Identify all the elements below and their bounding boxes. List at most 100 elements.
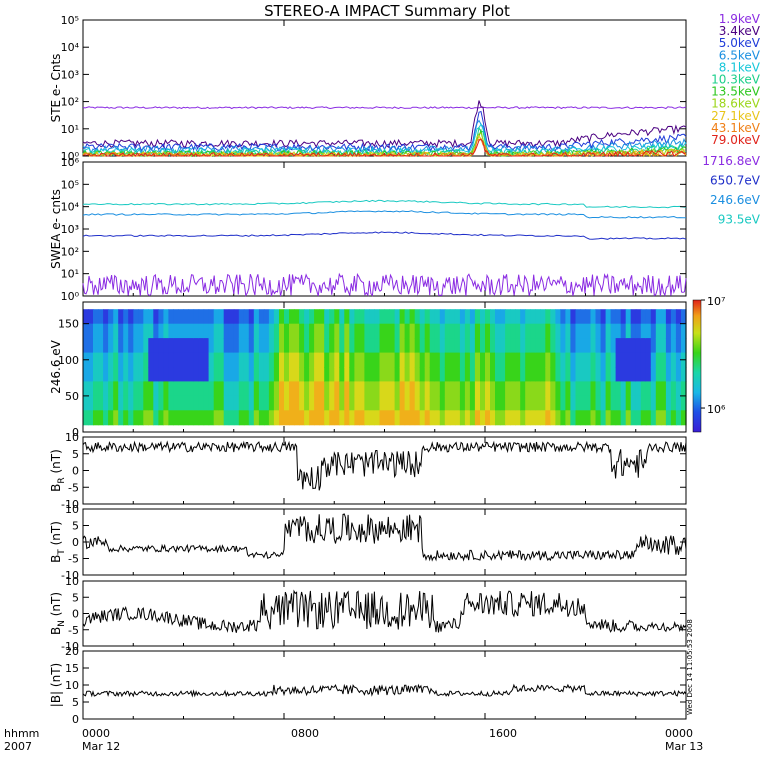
spectro-cell [329,352,335,368]
spectro-cell [555,367,561,382]
spectro-cell [118,367,124,382]
spectro-cell [610,309,617,325]
spectro-cell [500,395,506,411]
spectro-cell [570,309,576,325]
spectro-cell [349,395,355,411]
spectro-cell [218,309,225,325]
spectro-cell [434,323,441,339]
spectro-cell [520,309,526,325]
spectro-cell [369,381,375,397]
spectro-cell [580,352,587,368]
colorbar-tick-label: 10⁶ [707,403,726,416]
ste-legend-entry: 13.5keV [711,85,761,99]
spectro-cell [289,309,295,325]
spectro-cell [233,352,240,368]
spectro-cell [198,338,205,354]
spectro-cell [454,352,461,368]
spectro-cell [334,381,340,397]
spectro-cell [459,381,466,397]
spectro-cell [83,367,89,382]
x-axis-labels: hhmm 2007 0000 0800 1600 0000 Mar 12 Mar… [4,727,703,753]
spectro-cell [188,309,195,325]
spectro-cell [409,395,416,411]
spectro-cell [404,352,411,368]
spectro-cell [530,410,536,426]
spectro-cell [635,323,642,339]
spectro-cell [113,338,119,354]
spectro-cell [329,381,335,397]
spectro-cell [279,338,285,354]
spectro-cell [379,323,386,339]
spectro-panel-ytick-label: 0 [72,426,79,439]
bt-panel-ytick-label: -10 [61,569,79,582]
spectro-cell [520,367,526,382]
spectro-cell [103,367,109,382]
spectro-cell [103,323,109,339]
spectro-cell [414,309,421,325]
spectro-cell [193,338,200,354]
spectro-cell [299,395,305,411]
spectro-cell [500,323,506,339]
spectro-cell [364,323,370,339]
spectro-cell [615,309,622,325]
spectro-cell [218,395,225,411]
spectro-cell [640,381,647,397]
spectro-cell [183,381,190,397]
spectro-cell [273,367,280,382]
spectro-cell [379,367,386,382]
spectro-cell [128,381,134,397]
spectro-cell [595,309,602,325]
spectro-cell [314,309,320,325]
spectro-cell [595,367,602,382]
spectro-cell [434,410,441,426]
spectro-cell [515,381,521,397]
spectro-cell [198,352,205,368]
spectro-cell [520,352,526,368]
spectro-cell [173,323,179,339]
spectro-cell [670,367,677,382]
spectro-cell [263,309,270,325]
spectro-cell [314,381,320,397]
bn-panel-ytick-label: 5 [72,591,79,604]
spectro-cell [88,381,94,397]
spectro-cell [138,338,144,354]
spectro-cell [369,338,375,354]
spectro-cell [103,381,109,397]
timestamp-stamp: Wed Dec 14 11:05:53 2008 [686,619,694,715]
spectro-cell [439,395,446,411]
spectro-cell [133,410,139,426]
spectro-cell [424,323,431,339]
spectro-cell [289,352,295,368]
spectro-cell [143,352,149,368]
spectro-cell [289,323,295,339]
spectro-cell [223,309,230,325]
spectro-cell [650,309,657,325]
ste-panel-ytick-label: 10³ [61,68,79,81]
spectro-cell [505,323,511,339]
spectro-cell [500,367,506,382]
spectro-cell [98,381,104,397]
spectro-cell [163,410,169,426]
spectro-cell [675,381,682,397]
spectro-cell [429,309,436,325]
spectro-cell [660,338,667,354]
spectro-cell [535,395,541,411]
spectro-cell [449,395,456,411]
spectro-cell [670,352,677,368]
spectro-cell [284,309,290,325]
spectro-cell [645,323,652,339]
spectro-cell [223,352,230,368]
spectro-cell [158,323,164,339]
spectro-cell [665,395,672,411]
swea-panel-ylabel: SWEA e- cnts [49,189,63,269]
spectro-cell [485,381,491,397]
spectro-cell [324,367,330,382]
spectro-cell [213,338,220,354]
spectro-cell [469,323,476,339]
spectro-cell [208,323,215,339]
spectro-cell [198,367,205,382]
spectro-cell [610,410,617,426]
spectro-cell [665,338,672,354]
bn-panel-frame [82,580,687,647]
spectro-cell [424,395,431,411]
